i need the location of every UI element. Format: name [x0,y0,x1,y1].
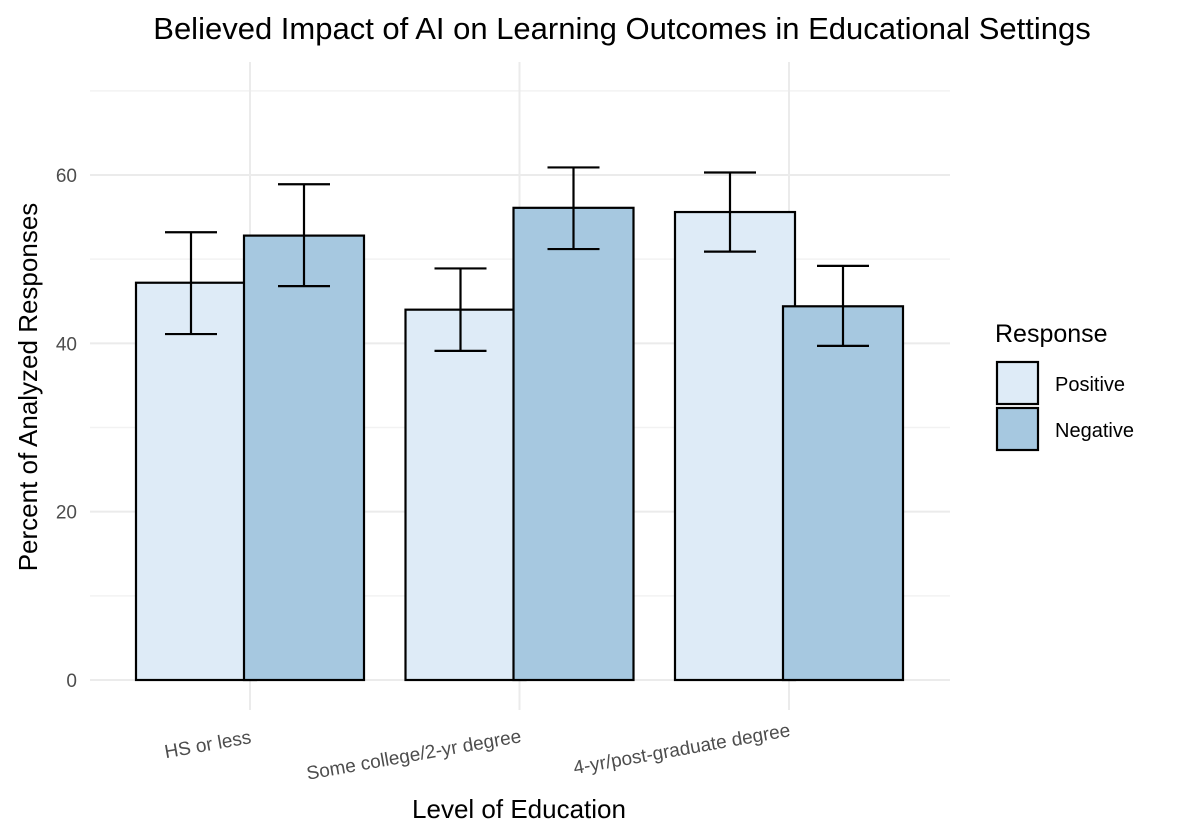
y-tick-label: 20 [56,503,77,524]
error-bar-negative-1 [278,183,330,288]
bar-negative-3 [781,305,905,682]
error-bar-positive-1 [165,231,217,336]
legend-label: Negative [1055,420,1134,442]
error-bar-negative-3 [817,264,869,347]
error-bar-positive-2 [434,267,487,353]
x-tick-label: Some college/2-yr degree [305,726,523,784]
legend: Response Positive Negative [995,320,1134,452]
legend-swatch [995,360,1040,406]
legend-swatch [995,406,1040,452]
x-tick-label: 4-yr/post-graduate degree [572,720,792,779]
bar-positive-2 [404,308,527,682]
error-bars-group [165,166,869,353]
y-tick-label: 40 [56,334,77,355]
bar-positive-3 [673,210,797,682]
y-axis-title: Percent of Analyzed Responses [13,203,43,572]
x-axis-title: Level of Education [412,794,626,824]
legend-title: Response [995,320,1108,348]
y-tick-label: 60 [56,166,77,187]
bars-group [134,206,905,682]
y-tick-label: 0 [66,671,77,692]
bar-negative-2 [512,206,635,682]
bar-positive-1 [134,281,258,682]
chart-title: Believed Impact of AI on Learning Outcom… [153,11,1090,46]
y-axis-ticks: 0 20 40 60 [56,166,77,692]
legend-label: Positive [1055,374,1125,396]
error-bar-positive-3 [704,171,756,253]
x-tick-label: HS or less [163,727,253,763]
x-axis-ticks: HS or less Some college/2-yr degree 4-yr/p… [163,720,792,784]
legend-item-negative: Negative [995,406,1134,452]
error-bar-negative-2 [547,166,600,251]
bar-negative-1 [242,234,366,682]
legend-item-positive: Positive [995,360,1125,406]
